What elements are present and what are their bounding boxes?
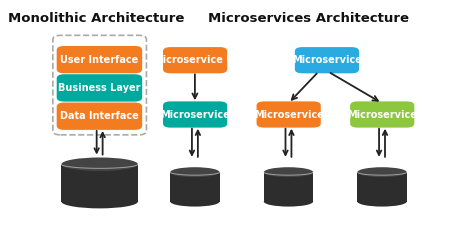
Text: Microservice: Microservice [254,109,324,120]
Ellipse shape [264,167,313,177]
FancyBboxPatch shape [163,101,227,128]
Ellipse shape [61,158,138,171]
Polygon shape [170,172,219,202]
Text: Monolithic Architecture: Monolithic Architecture [8,12,184,25]
Text: Microservice: Microservice [292,55,362,65]
Ellipse shape [170,197,219,207]
Text: Microservice: Microservice [347,109,417,120]
Ellipse shape [170,167,219,177]
FancyBboxPatch shape [57,46,142,73]
Polygon shape [357,172,407,202]
Text: User Interface: User Interface [60,55,138,65]
Ellipse shape [264,197,313,207]
FancyBboxPatch shape [350,101,414,128]
Text: Data Interface: Data Interface [60,111,139,121]
Text: Business Layer: Business Layer [58,83,141,93]
FancyBboxPatch shape [163,47,227,73]
Polygon shape [264,172,313,202]
Ellipse shape [357,167,407,177]
FancyBboxPatch shape [256,101,321,128]
Text: Microservice: Microservice [160,109,230,120]
Ellipse shape [61,195,138,208]
FancyBboxPatch shape [57,74,142,102]
Polygon shape [61,164,138,202]
Ellipse shape [357,197,407,207]
Text: Microservice UI: Microservice UI [153,55,237,65]
FancyBboxPatch shape [57,103,142,130]
Text: Microservices Architecture: Microservices Architecture [209,12,410,25]
FancyBboxPatch shape [295,47,359,73]
